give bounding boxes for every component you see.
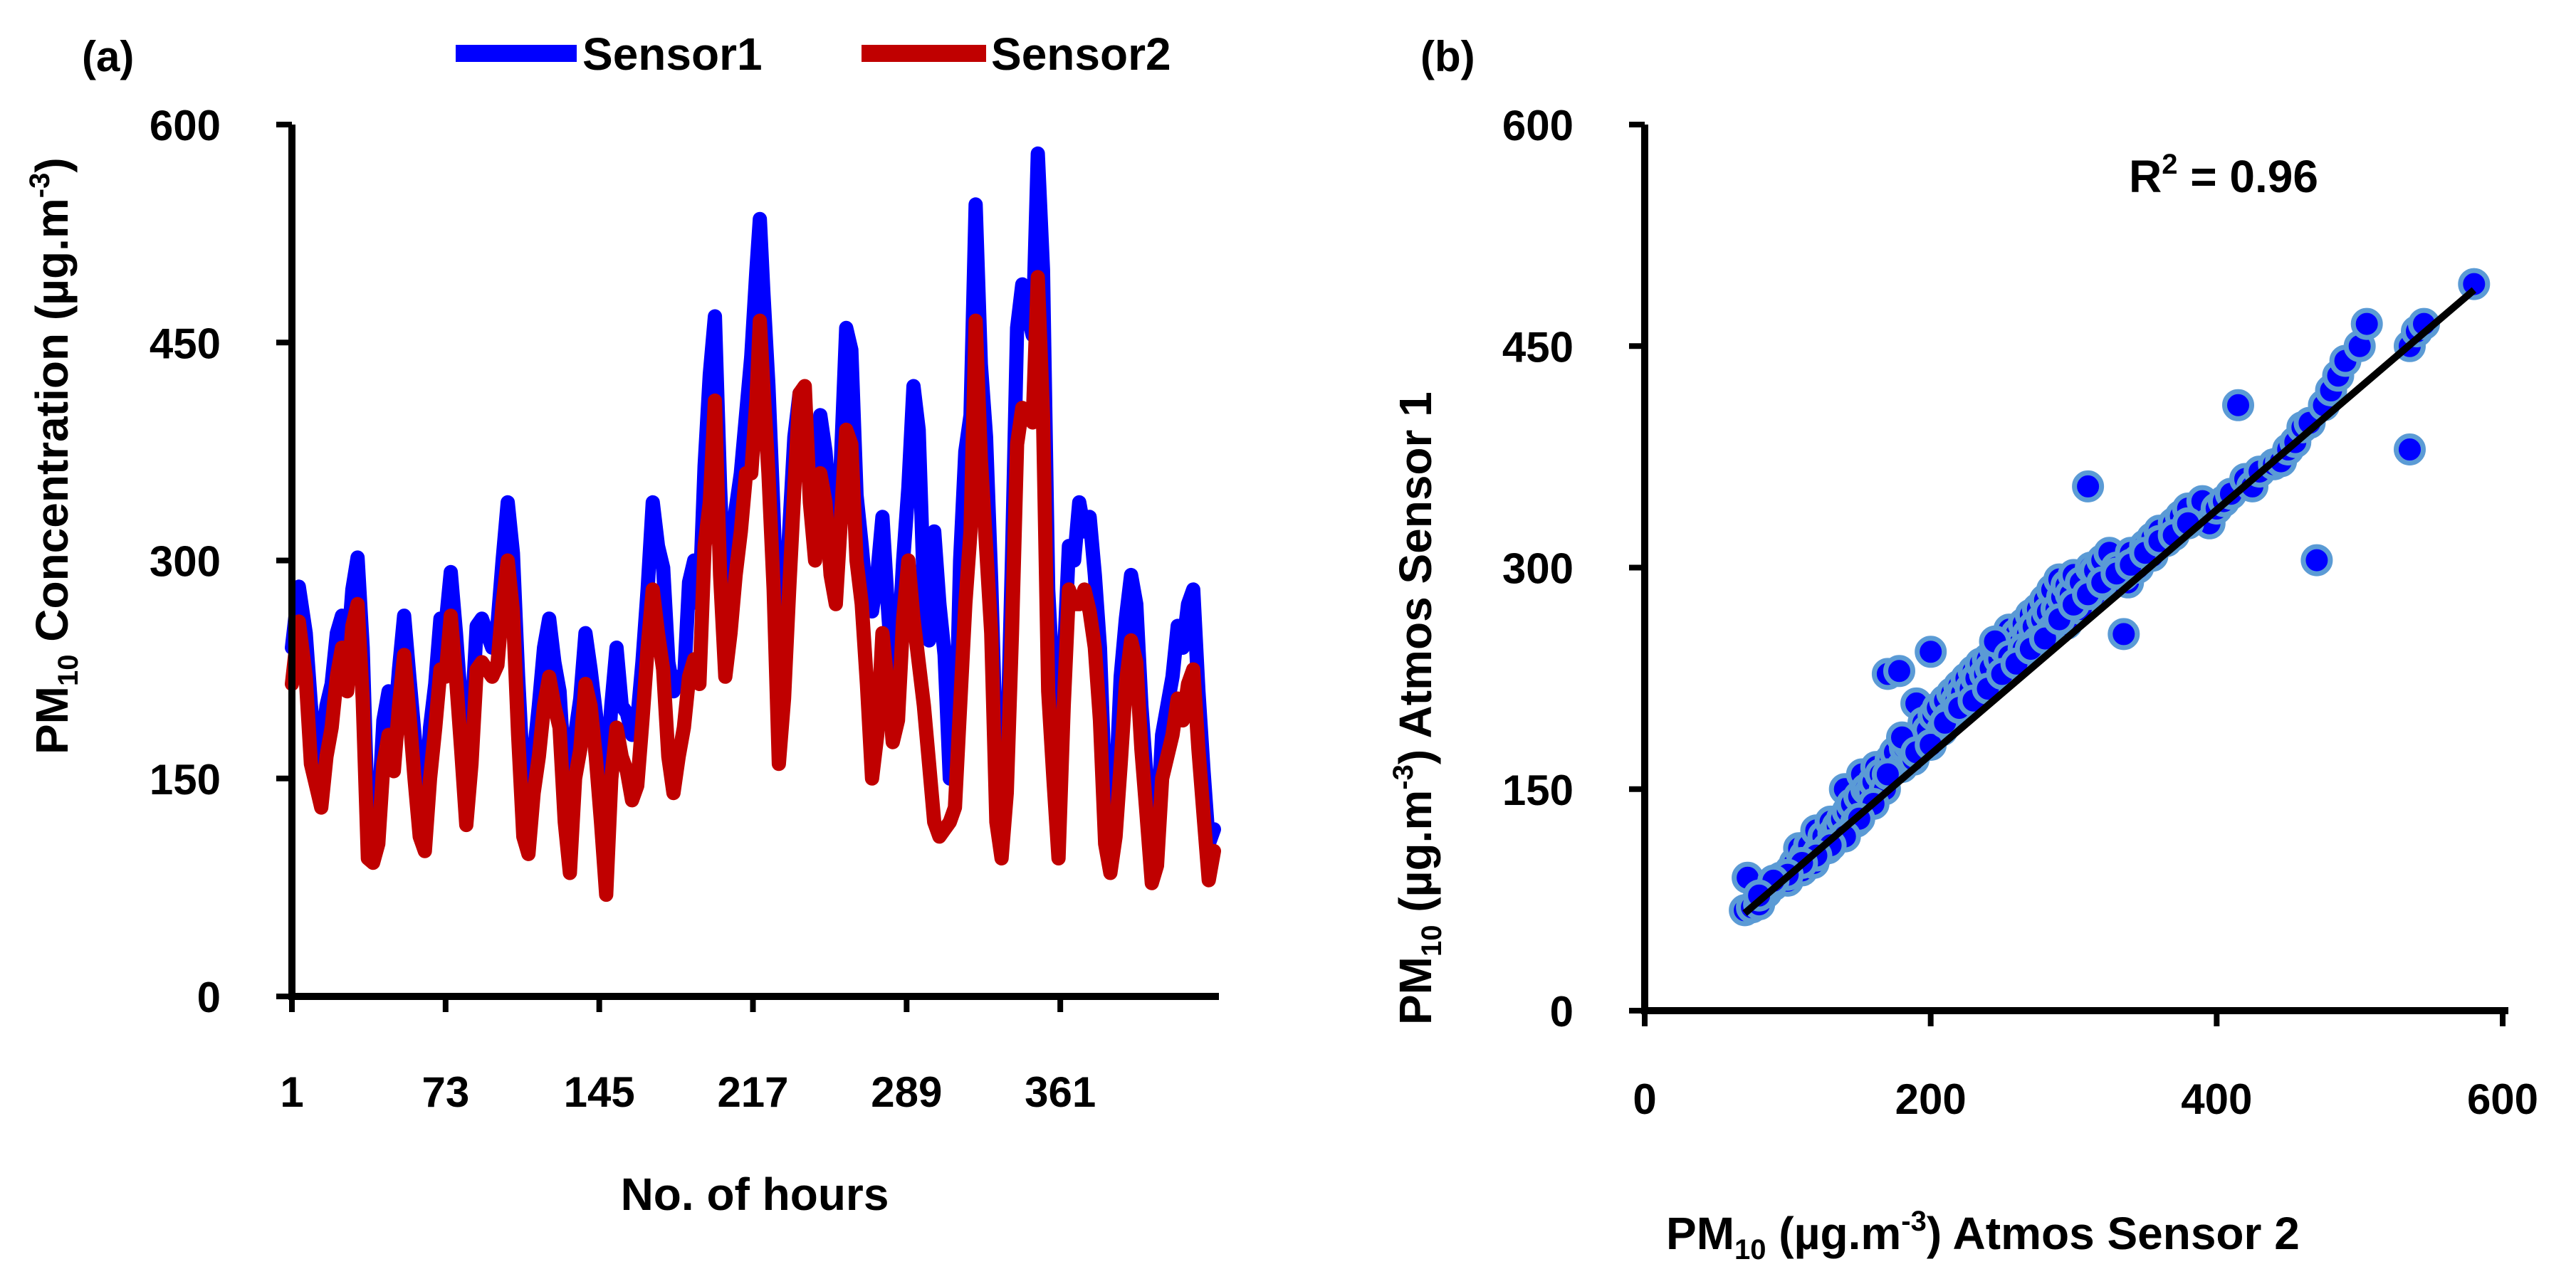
x-tick-label: 1 xyxy=(280,1068,303,1116)
scatter-point xyxy=(1915,636,1947,668)
panel-b: (b) 0 150 300 450 600 0 200 400 600 R2 = 0.96 P… xyxy=(1388,33,2538,1265)
x-tick-label: 145 xyxy=(564,1068,635,1116)
y-axis-label-b: PM10 (µg.m-3) Atmos Sensor 1 xyxy=(1388,391,1447,1025)
scatter-point xyxy=(2072,470,2105,502)
x-ticks-a: 1 73 145 217 289 361 xyxy=(280,996,1096,1116)
x-axis-label-a: No. of hours xyxy=(621,1169,889,1220)
x-tick-label: 400 xyxy=(2181,1075,2252,1123)
y-tick-label: 150 xyxy=(1502,767,1574,814)
trendline xyxy=(1742,287,2477,916)
x-tick-label: 289 xyxy=(871,1068,942,1116)
x-tick-label: 200 xyxy=(1895,1075,1967,1123)
y-tick-label: 600 xyxy=(150,102,221,149)
legend-label-sensor1: Sensor1 xyxy=(582,28,763,80)
y-tick-label: 600 xyxy=(1502,102,1574,149)
x-tick-label: 0 xyxy=(1633,1075,1656,1123)
x-tick-label: 600 xyxy=(2467,1075,2538,1123)
scatter-point xyxy=(2350,307,2383,340)
x-tick-label: 361 xyxy=(1025,1068,1096,1116)
legend-label-sensor2: Sensor2 xyxy=(991,28,1171,80)
panel-a-label: (a) xyxy=(82,33,134,80)
y-tick-label: 300 xyxy=(1502,545,1574,593)
y-tick-label: 300 xyxy=(150,538,221,586)
y-axis-label-a: PM10 Concentration (µg.m-3) xyxy=(24,157,84,754)
scatter-point xyxy=(2458,268,2491,300)
y-ticks-a: 0 150 300 450 600 xyxy=(150,102,292,1021)
legend: Sensor1 Sensor2 xyxy=(456,28,1171,80)
scatter-point xyxy=(2394,433,2426,465)
series-line-sensor2 xyxy=(285,270,1221,902)
y-tick-label: 0 xyxy=(1550,988,1574,1036)
plot-area-b xyxy=(1729,268,2491,927)
x-ticks-b: 0 200 400 600 xyxy=(1633,1011,2538,1123)
y-ticks-b: 0 150 300 450 600 xyxy=(1502,102,1645,1036)
x-tick-label: 217 xyxy=(717,1068,788,1116)
y-tick-label: 450 xyxy=(150,320,221,367)
scatter-point xyxy=(1883,655,1915,688)
panel-b-label: (b) xyxy=(1420,33,1475,80)
scatter-point xyxy=(2108,618,2140,651)
y-tick-label: 450 xyxy=(1502,323,1574,371)
plot-area-a xyxy=(285,146,1221,902)
panel-a: (a) Sensor1 Sensor2 0 150 300 450 600 1 73 145… xyxy=(24,28,1221,1220)
r-squared-annotation: R2 = 0.96 xyxy=(2129,149,2318,202)
y-tick-label: 0 xyxy=(197,974,221,1021)
x-axis-label-b: PM10 (µg.m-3) Atmos Sensor 2 xyxy=(1666,1206,2300,1265)
scatter-point xyxy=(2222,389,2254,421)
x-tick-label: 73 xyxy=(422,1068,469,1116)
scatter-point xyxy=(2300,544,2333,577)
y-tick-label: 150 xyxy=(150,756,221,804)
